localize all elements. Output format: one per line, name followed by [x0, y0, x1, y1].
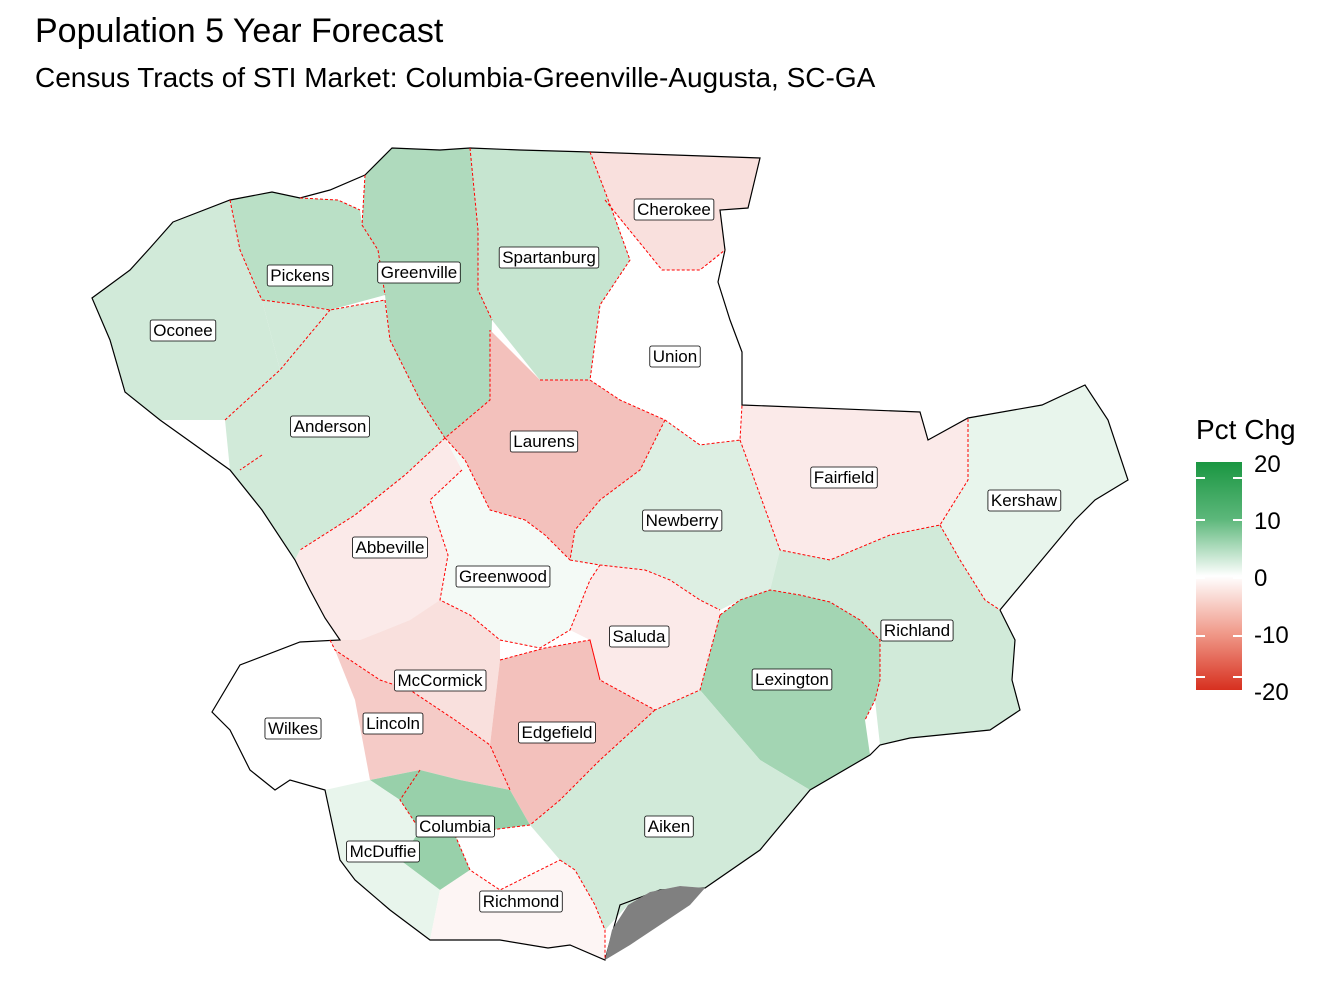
county-area — [92, 200, 280, 420]
county-label-box — [810, 466, 878, 489]
county-label: Lincoln — [366, 714, 420, 733]
county-label: Greenwood — [459, 567, 547, 586]
county-area — [212, 640, 370, 790]
county-label-box — [509, 430, 579, 453]
legend-tick-label: 0 — [1254, 565, 1268, 592]
county-label-box — [633, 198, 715, 221]
county-label-box — [352, 536, 428, 559]
county-label: Richland — [884, 621, 950, 640]
county-label-box — [751, 668, 833, 691]
county-label: Aiken — [648, 817, 691, 836]
county-label-box — [264, 717, 322, 740]
county-fills — [92, 148, 1128, 960]
county-area — [430, 438, 600, 648]
county-labels: Cherokee Pickens Greenville Spartanburg Ocon… — [149, 198, 1062, 913]
county-label-box — [455, 565, 551, 588]
county-label-box — [642, 509, 723, 532]
county-label: Oconee — [153, 321, 213, 340]
county-area — [362, 148, 492, 438]
county-label: Fairfield — [814, 468, 874, 487]
county-label: Kershaw — [991, 491, 1058, 510]
county-label: Wilkes — [268, 719, 318, 738]
legend-title: Pct Chg — [1196, 414, 1296, 445]
county-label: Columbia — [419, 817, 491, 836]
county-label: Laurens — [513, 432, 574, 451]
county-label-box — [394, 669, 487, 692]
county-label: Edgefield — [522, 723, 593, 742]
county-label: Pickens — [270, 266, 330, 285]
county-label: Richmond — [483, 892, 560, 911]
map-title: Population 5 Year Forecast — [35, 12, 444, 50]
county-label: McCormick — [398, 671, 483, 690]
county-label: Abbeville — [356, 538, 425, 557]
county-area — [530, 690, 810, 930]
county-label-box — [498, 246, 600, 269]
county-label-box — [266, 264, 334, 287]
legend-tick-label: 20 — [1254, 451, 1281, 478]
county-label-box — [479, 890, 563, 913]
legend-colorbar — [1196, 462, 1242, 690]
county-label-box — [346, 840, 420, 863]
legend-tick-label: -20 — [1254, 679, 1289, 706]
county-label-box — [415, 815, 495, 838]
county-label: McDuffie — [350, 842, 417, 861]
county-label-box — [609, 625, 670, 648]
county-label: Anderson — [294, 417, 367, 436]
county-label-box — [518, 721, 596, 744]
county-label: Newberry — [646, 511, 719, 530]
map-subtitle: Census Tracts of STI Market: Columbia-Gr… — [35, 62, 876, 93]
region-outline — [91, 147, 1129, 961]
county-label: Lexington — [755, 670, 829, 689]
county-label: Cherokee — [637, 200, 711, 219]
county-label-box — [644, 815, 694, 838]
county-label-box — [987, 489, 1062, 512]
county-label: Saluda — [613, 627, 666, 646]
county-label-box — [290, 415, 370, 438]
county-label-box — [377, 261, 461, 284]
county-label: Greenville — [381, 263, 458, 282]
county-label: Union — [653, 347, 697, 366]
county-label-box — [149, 319, 217, 342]
county-label-box — [880, 619, 954, 642]
legend-tick-label: -10 — [1254, 622, 1289, 649]
county-label-box — [362, 712, 424, 735]
county-label: Spartanburg — [502, 248, 596, 267]
county-label-box — [649, 345, 701, 368]
legend-tick-label: 10 — [1254, 508, 1281, 535]
missing-data-area — [605, 886, 705, 960]
